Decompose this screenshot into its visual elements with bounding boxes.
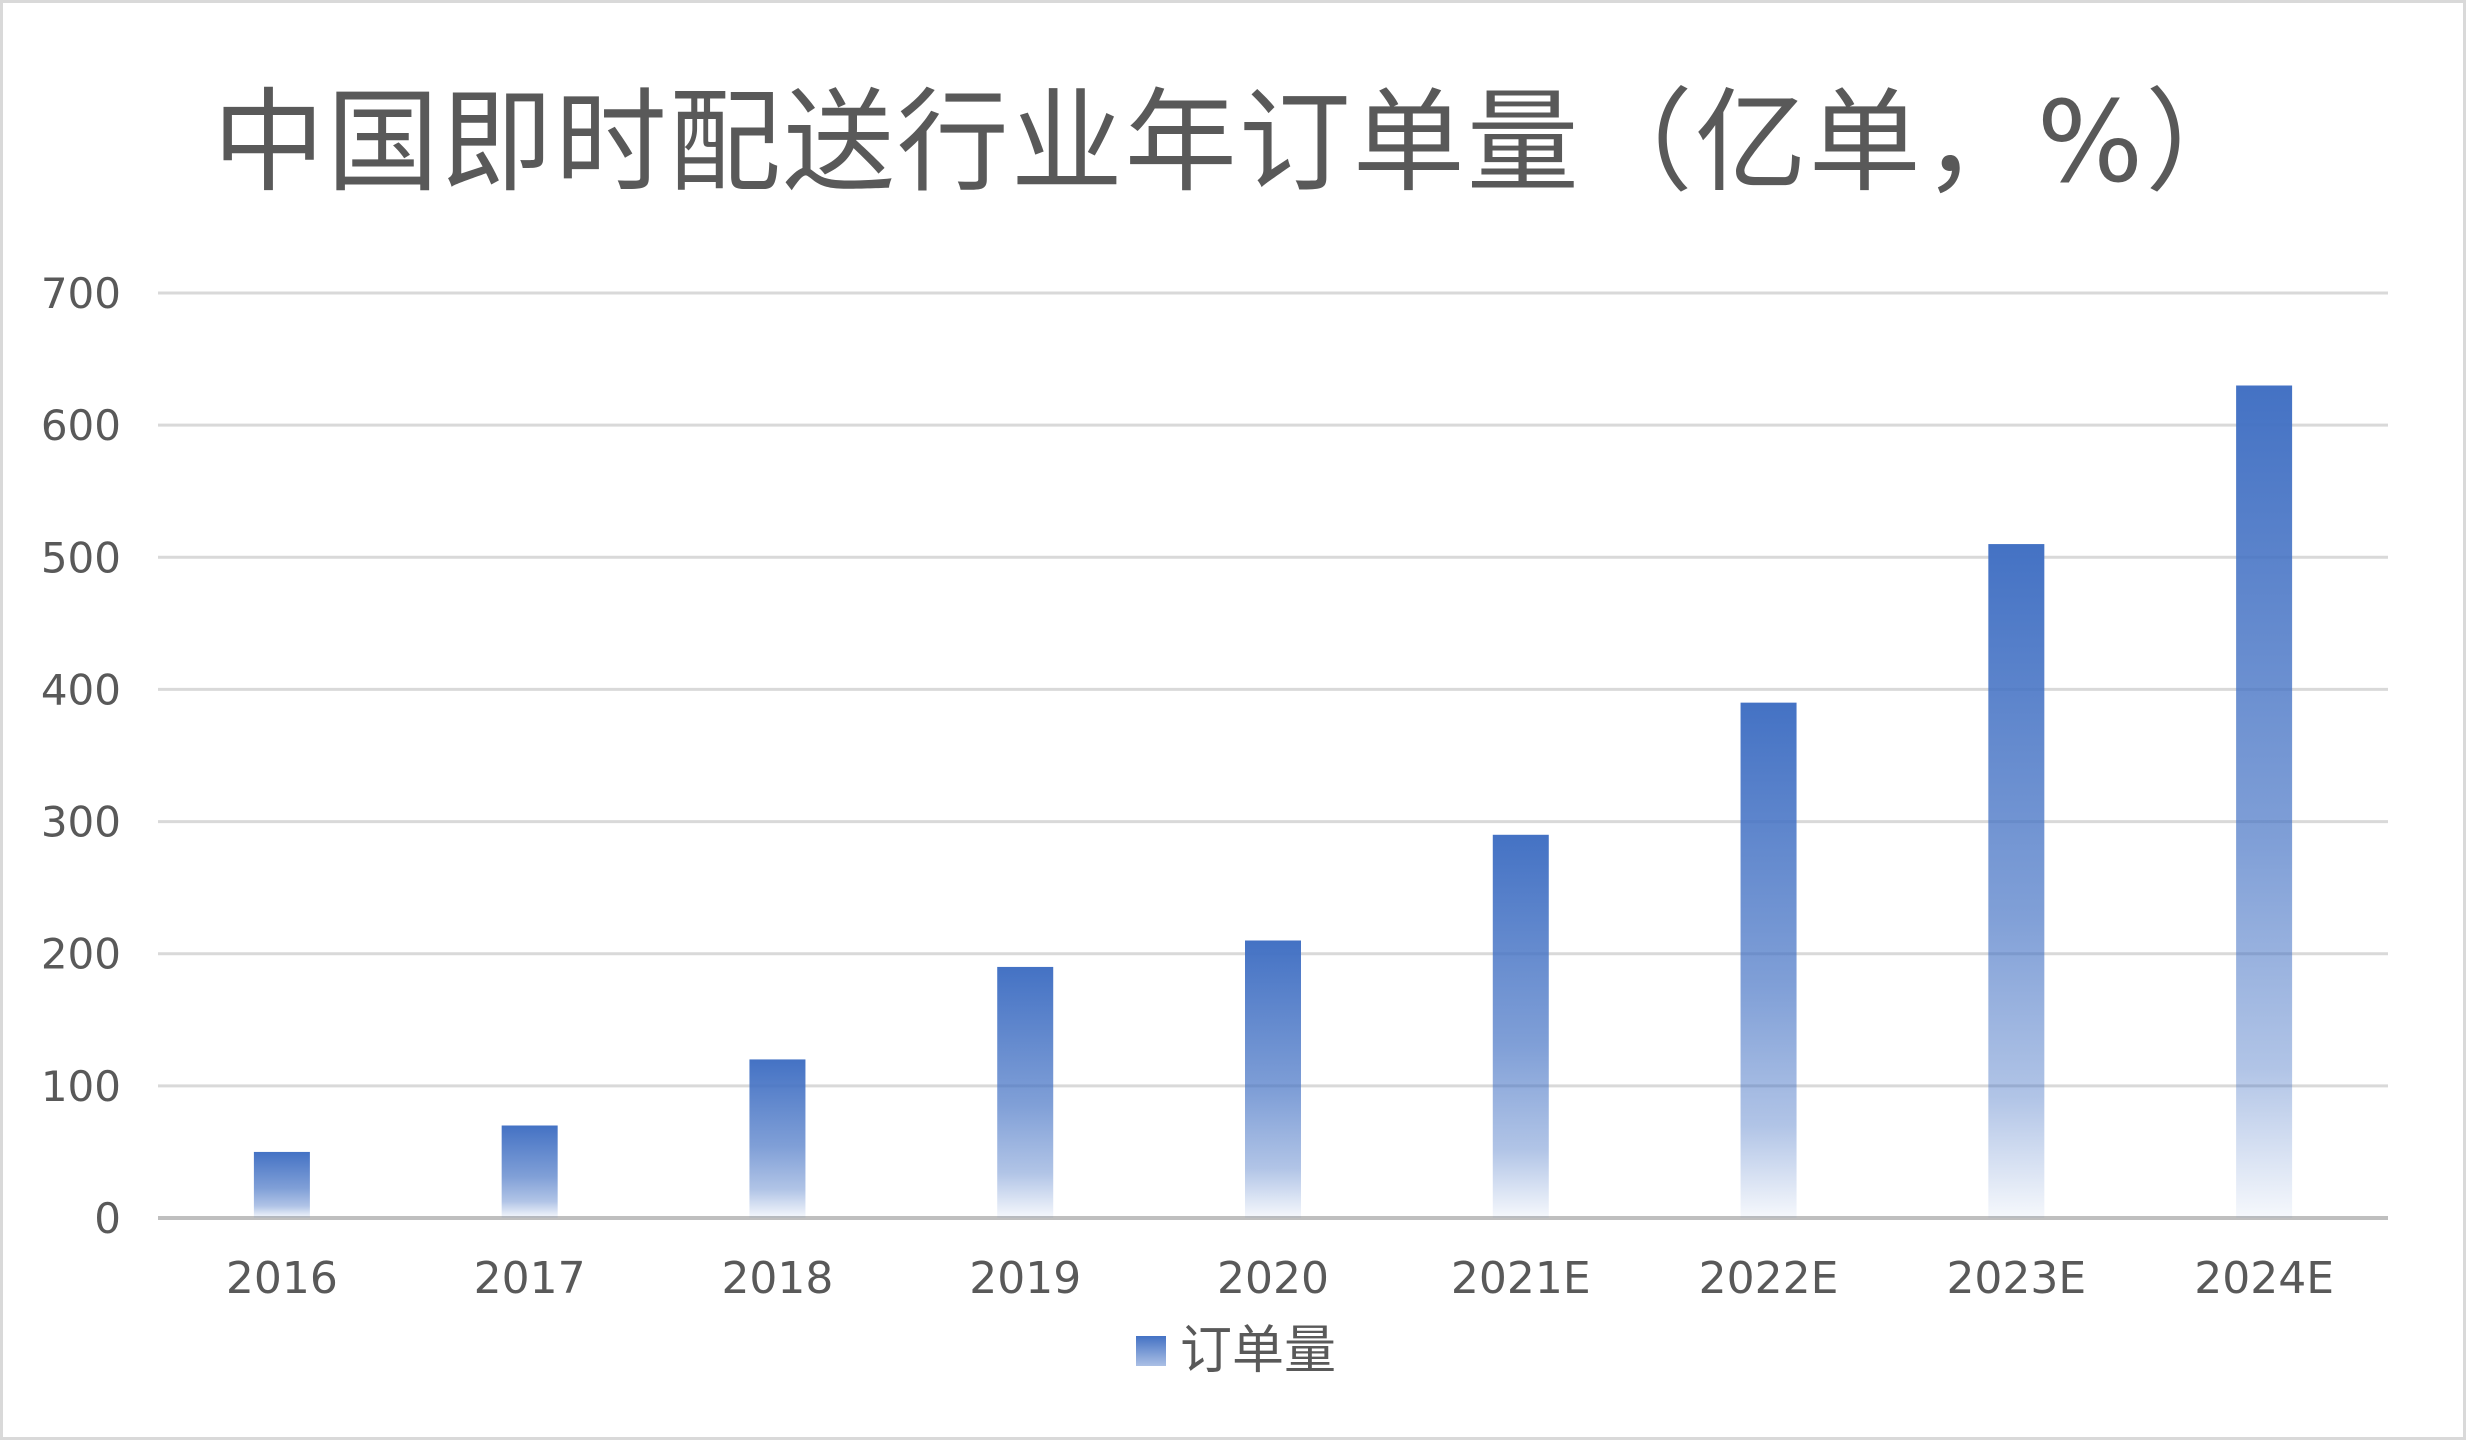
x-tick-label: 2024E (2194, 1253, 2334, 1304)
x-axis-ticks: 2016 2017 2018 2019 2020 2021E 2022E 2023E 2024E (226, 1253, 2334, 1304)
x-tick-label: 2020 (1217, 1253, 1329, 1304)
bar-2016[interactable] (253, 1151, 310, 1218)
bar-2018[interactable] (749, 1059, 806, 1218)
bar-2021E[interactable] (1492, 834, 1549, 1218)
bar-2024E[interactable] (2236, 385, 2293, 1219)
legend-swatch (1135, 1336, 1166, 1366)
chart-title: 中国即时配送行业年订单量（亿单，%） (212, 78, 2260, 208)
y-axis-ticks: 0 100 200 300 400 500 600 700 (41, 269, 121, 1243)
y-tick-label: 0 (94, 1194, 121, 1243)
x-tick-label: 2019 (969, 1253, 1081, 1304)
bar-2019[interactable] (997, 966, 1054, 1218)
y-tick-label: 200 (41, 930, 121, 979)
y-tick-label: 500 (41, 533, 121, 582)
bar-2023E[interactable] (1988, 544, 2045, 1218)
bar-2022E[interactable] (1740, 702, 1797, 1218)
y-tick-label: 300 (41, 798, 121, 847)
x-tick-label: 2022E (1699, 1253, 1839, 1304)
legend[interactable]: 订单量 (3, 1321, 2466, 1381)
y-tick-label: 400 (41, 665, 121, 714)
x-tick-label: 2016 (226, 1253, 338, 1304)
legend-label: 订单量 (1179, 1321, 1336, 1381)
y-tick-label: 700 (41, 269, 121, 318)
bar-2017[interactable] (501, 1125, 558, 1219)
x-tick-label: 2018 (721, 1253, 833, 1304)
bars (253, 385, 2293, 1219)
y-tick-label: 600 (41, 401, 121, 450)
x-tick-label: 2017 (474, 1253, 586, 1304)
x-tick-label: 2023E (1946, 1253, 2086, 1304)
bar-2020[interactable] (1245, 940, 1301, 1219)
x-tick-label: 2021E (1451, 1253, 1591, 1304)
y-tick-label: 100 (41, 1062, 121, 1111)
